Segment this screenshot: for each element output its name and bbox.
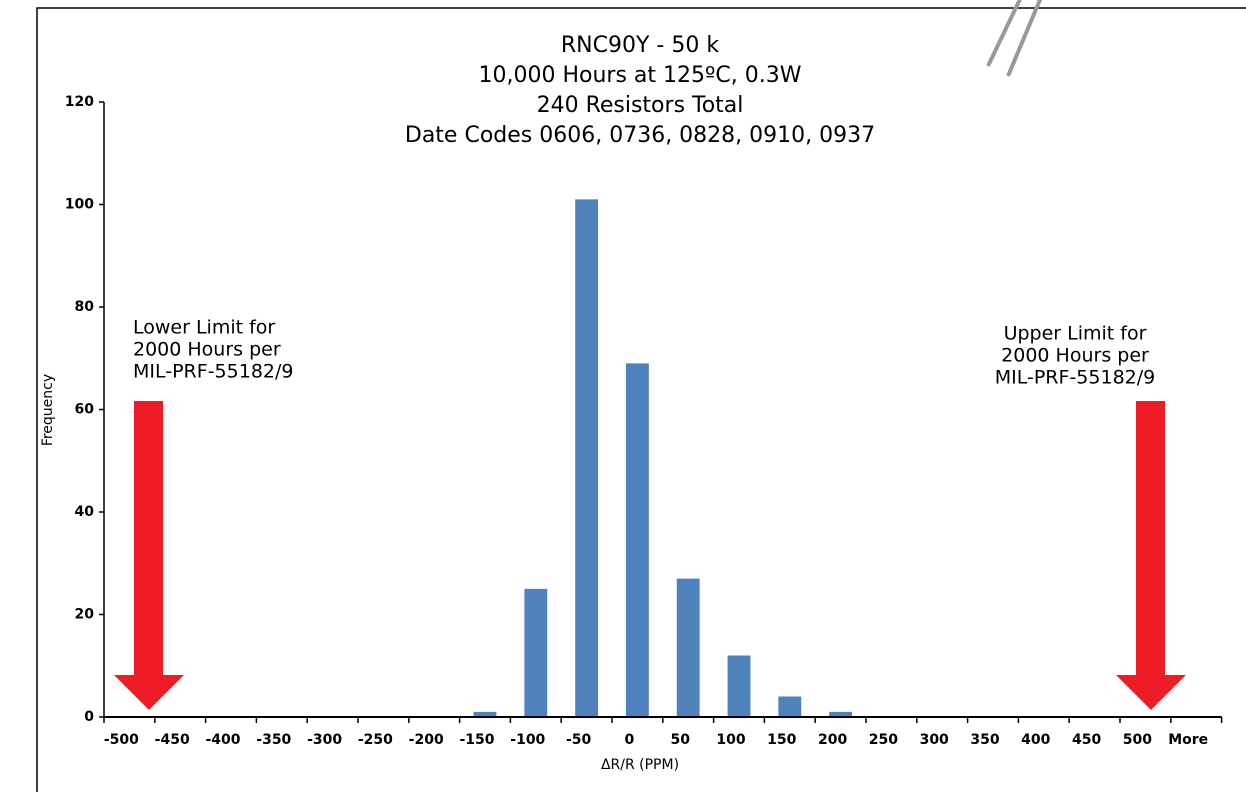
bar xyxy=(524,588,548,717)
x-tick-label: 400 xyxy=(1021,732,1050,748)
x-tick-label: 100 xyxy=(716,732,745,748)
x-tick-label: -400 xyxy=(205,732,240,748)
y-tick-label: 80 xyxy=(75,299,95,315)
annotation: Upper Limit for xyxy=(1004,323,1147,345)
x-axis-label: ΔR/R (PPM) xyxy=(601,757,679,773)
x-tick-label: 150 xyxy=(767,732,796,748)
y-tick-label: 20 xyxy=(75,607,95,623)
x-tick-label: -200 xyxy=(409,732,444,748)
annotation: 2000 Hours per xyxy=(133,339,281,361)
x-tick-label: 250 xyxy=(869,732,898,748)
x-tick-label: 0 xyxy=(625,732,635,748)
x-tick-label: 200 xyxy=(818,732,847,748)
chart-title: 240 Resistors Total xyxy=(537,93,744,118)
chart-title: RNC90Y - 50 k xyxy=(561,33,719,58)
x-tick-label: 450 xyxy=(1072,732,1101,748)
annotation: MIL-PRF-55182/9 xyxy=(133,361,293,383)
y-axis-label: Frequency xyxy=(40,374,56,446)
y-tick-label: 0 xyxy=(84,709,94,725)
y-tick-label: 100 xyxy=(65,197,94,213)
upper-limit-arrow xyxy=(1116,401,1186,710)
x-tick-label: -150 xyxy=(459,732,494,748)
frame xyxy=(36,7,1246,796)
x-tick-label: -300 xyxy=(307,732,342,748)
bar xyxy=(829,711,853,717)
annotation: MIL-PRF-55182/9 xyxy=(995,367,1155,389)
x-tick-label: -450 xyxy=(155,732,190,748)
x-tick-label: -50 xyxy=(566,732,592,748)
bar xyxy=(625,363,649,717)
bar xyxy=(676,578,700,717)
y-tick-label: 120 xyxy=(65,94,94,110)
x-tick-label: -500 xyxy=(104,732,139,748)
bar xyxy=(727,655,751,717)
bar xyxy=(575,199,599,717)
annotation: 2000 Hours per xyxy=(1001,345,1149,367)
pen-decoration xyxy=(986,0,1043,77)
x-tick-label: More xyxy=(1168,732,1208,748)
y-tick-label: 60 xyxy=(75,402,95,418)
x-tick-label: -100 xyxy=(510,732,545,748)
annotation: Lower Limit for xyxy=(133,317,275,339)
chart-title: Date Codes 0606, 0736, 0828, 0910, 0937 xyxy=(405,123,875,148)
x-tick-label: 350 xyxy=(970,732,999,748)
x-tick-label: 500 xyxy=(1123,732,1152,748)
x-tick-label: -350 xyxy=(256,732,291,748)
x-tick-label: 50 xyxy=(670,732,690,748)
bar xyxy=(778,696,802,717)
bar xyxy=(473,711,497,717)
chart-title: 10,000 Hours at 125ºC, 0.3W xyxy=(479,63,802,88)
x-tick-label: 300 xyxy=(920,732,949,748)
y-tick-label: 40 xyxy=(75,504,95,520)
lower-limit-arrow xyxy=(114,401,184,710)
x-tick-label: -250 xyxy=(358,732,393,748)
